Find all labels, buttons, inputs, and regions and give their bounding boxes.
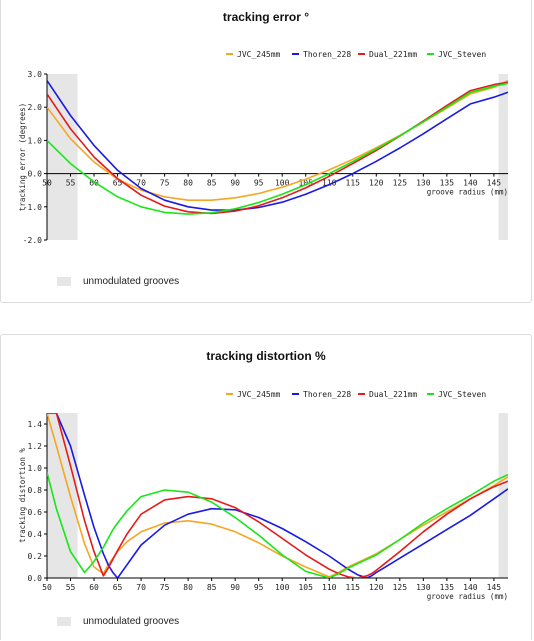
x-tick-label: 50	[42, 179, 52, 188]
x-tick-label: 130	[416, 583, 431, 592]
legend-label: Thoren_228	[303, 50, 351, 59]
y-axis-label: tracking error (degrees)	[18, 103, 27, 211]
x-tick-label: 65	[113, 583, 123, 592]
x-tick-label: 110	[322, 583, 337, 592]
series-line-thoren_228	[47, 413, 508, 578]
series-line-dual_221mm	[47, 413, 508, 578]
x-axis-label: groove radius (mm)	[427, 188, 508, 197]
x-tick-label: 135	[440, 179, 455, 188]
x-tick-label: 140	[463, 179, 478, 188]
tracking-error-panel: tracking error ° 3.0 2.0 1.0 0.0 -1.0 -2.0 tra…	[0, 0, 532, 303]
y-tick-label: 0.8	[28, 486, 43, 495]
x-tick-label: 65	[113, 179, 123, 188]
x-tick-label: 115	[346, 583, 361, 592]
y-tick-label: 0.4	[28, 530, 43, 539]
x-tick-label: 60	[89, 179, 99, 188]
legend-label: JVC_245mm	[237, 50, 281, 59]
unmodulated-label: unmodulated grooves	[83, 616, 180, 627]
x-tick-label: 105	[298, 179, 313, 188]
x-tick-label: 100	[275, 583, 290, 592]
y-axis-label: tracking distortion %	[18, 448, 27, 543]
x-tick-label: 90	[230, 583, 240, 592]
y-tick-label: 0.0	[28, 170, 43, 179]
series-line-jvc_steven	[47, 472, 508, 578]
legend-label: JVC_Steven	[438, 390, 486, 399]
x-tick-label: 135	[440, 583, 455, 592]
y-tick-label: 1.0	[28, 136, 43, 145]
x-axis-label: groove radius (mm)	[427, 592, 508, 601]
tracking-distortion-footnote: unmodulated grooves	[57, 616, 179, 627]
y-tick-label: 0.0	[28, 574, 43, 583]
x-tick-label: 60	[89, 583, 99, 592]
x-tick-label: 85	[207, 179, 217, 188]
unmodulated-swatch	[57, 616, 71, 626]
x-tick-label: 55	[66, 179, 76, 188]
tracking-distortion-chart: 1.4 1.2 1.0 0.8 0.6 0.4 0.2 0.0 tracking distort…	[18, 390, 508, 601]
x-tick-label: 75	[160, 179, 170, 188]
y-tick-label: 2.0	[28, 103, 43, 112]
x-tick-label: 145	[487, 179, 502, 188]
tracking-distortion-title: tracking distortion %	[206, 349, 326, 363]
x-tick-label: 115	[346, 179, 361, 188]
x-tick-label: 140	[463, 583, 478, 592]
x-tick-label: 100	[275, 179, 290, 188]
y-tick-label: -2.0	[23, 236, 42, 245]
legend-label: Thoren_228	[303, 390, 351, 399]
x-tick-label: 125	[393, 179, 408, 188]
x-tick-label: 145	[487, 583, 502, 592]
tracking-error-title: tracking error °	[222, 10, 310, 24]
x-tick-label: 130	[416, 179, 431, 188]
x-tick-label: 55	[66, 583, 76, 592]
y-tick-label: 0.2	[28, 552, 43, 561]
unmodulated-label: unmodulated grooves	[83, 276, 180, 287]
unmodulated-swatch	[57, 276, 71, 286]
series-line-dual_221mm	[47, 81, 508, 215]
x-tick-label: 80	[183, 583, 193, 592]
x-tick-label: 95	[254, 583, 264, 592]
unmodulated-region	[498, 413, 508, 578]
unmodulated-region	[47, 413, 78, 578]
tracking-error-chart: 3.0 2.0 1.0 0.0 -1.0 -2.0 tracking error (degr…	[18, 50, 508, 245]
x-tick-label: 50	[42, 583, 52, 592]
x-tick-label: 80	[183, 179, 193, 188]
x-tick-label: 120	[369, 583, 384, 592]
y-tick-label: 1.2	[28, 442, 43, 451]
x-tick-label: 110	[322, 179, 337, 188]
series-line-thoren_228	[47, 80, 508, 211]
x-tick-label: 70	[136, 583, 146, 592]
legend-label: JVC_Steven	[438, 50, 486, 59]
tracking-error-footnote: unmodulated grooves	[57, 276, 179, 287]
y-tick-label: -1.0	[23, 203, 42, 212]
x-tick-label: 125	[393, 583, 408, 592]
x-tick-label: 95	[254, 179, 264, 188]
unmodulated-region	[47, 74, 78, 240]
y-tick-label: 1.0	[28, 464, 43, 473]
legend-label: Dual_221mm	[369, 50, 417, 59]
x-tick-label: 70	[136, 179, 146, 188]
unmodulated-region	[498, 74, 508, 240]
x-tick-label: 85	[207, 583, 217, 592]
y-tick-label: 3.0	[28, 70, 43, 79]
legend-label: Dual_221mm	[369, 390, 417, 399]
x-tick-label: 105	[298, 583, 313, 592]
x-tick-label: 90	[230, 179, 240, 188]
y-tick-label: 0.6	[28, 508, 43, 517]
x-tick-label: 75	[160, 583, 170, 592]
series-line-jvc_steven	[47, 82, 508, 215]
y-tick-label: 1.4	[28, 420, 43, 429]
tracking-distortion-panel: tracking distortion % 1.4 1.2 1.0 0.8 0.6 0.4…	[0, 334, 532, 640]
x-tick-label: 120	[369, 179, 384, 188]
legend-label: JVC_245mm	[237, 390, 281, 399]
